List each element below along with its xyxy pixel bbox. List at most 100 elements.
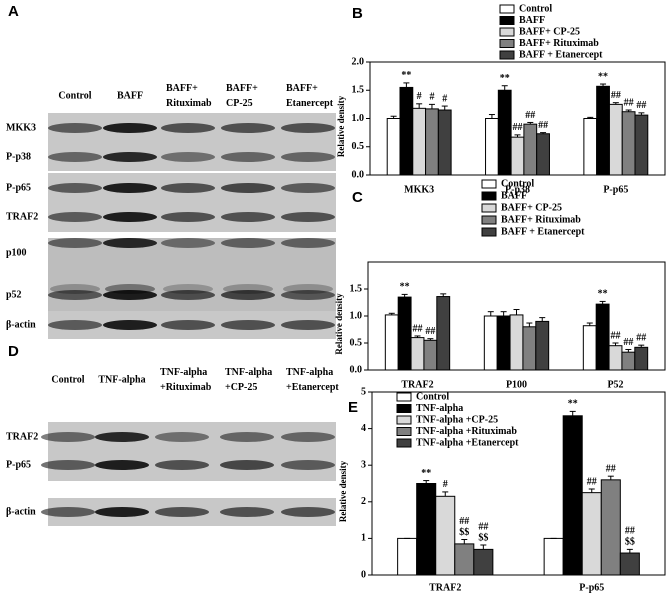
bar <box>412 107 427 176</box>
y-tick-label: 3 <box>361 459 366 470</box>
row-label: p100 <box>6 247 27 258</box>
legend-swatch <box>499 27 515 37</box>
bar <box>497 89 512 176</box>
x-tick-label: P100 <box>506 379 527 390</box>
legend-label: Control <box>416 391 449 402</box>
bar <box>522 326 537 371</box>
bar <box>454 543 475 576</box>
bar <box>509 314 524 371</box>
bar <box>543 537 564 576</box>
band <box>103 290 157 300</box>
x-tick-label: P52 <box>607 379 623 390</box>
band <box>103 152 157 162</box>
bar <box>483 315 498 371</box>
band <box>221 152 275 162</box>
band <box>281 212 335 222</box>
bar <box>621 111 636 176</box>
legend-label: BAFF+ CP-25 <box>501 202 562 213</box>
band <box>103 238 157 248</box>
lane-label: TNF-alpha <box>98 374 145 385</box>
band <box>221 123 275 133</box>
x-tick-label: TRAF2 <box>401 379 433 390</box>
lane-label: Rituximab <box>166 98 212 109</box>
row-label: P-p38 <box>6 151 31 162</box>
significance-label: ## <box>513 122 523 133</box>
y-tick-label: 5 <box>361 386 366 397</box>
row-label: β-actin <box>6 319 36 330</box>
bar <box>496 315 511 371</box>
legend-label: BAFF + Etanercept <box>501 226 585 237</box>
plot-frame <box>371 391 666 576</box>
significance-label: ## <box>636 100 646 111</box>
blot-box <box>48 238 336 312</box>
significance-label: $$ <box>625 537 635 548</box>
panel-label: E <box>348 399 358 416</box>
bar <box>634 346 649 371</box>
band <box>281 507 335 517</box>
band <box>155 432 209 442</box>
panel-label: B <box>352 5 363 22</box>
significance-label: ## <box>611 90 621 101</box>
band <box>48 152 102 162</box>
y-tick-label: 2 <box>361 496 366 507</box>
lane-label: Control <box>51 374 84 385</box>
y-tick-label: 0.5 <box>352 141 365 152</box>
bar <box>608 345 623 371</box>
bar <box>596 85 610 176</box>
panel-label: A <box>8 3 19 20</box>
bar <box>535 320 550 371</box>
band <box>221 183 275 193</box>
legend-swatch <box>499 16 515 25</box>
bar <box>397 537 418 576</box>
bar <box>536 133 550 176</box>
bar <box>562 415 583 576</box>
significance-label: ## <box>478 521 488 532</box>
row-label: β-actin <box>6 506 36 517</box>
legend-swatch <box>481 215 497 225</box>
significance-label: # <box>417 91 422 102</box>
significance-label: ## <box>611 330 621 341</box>
band <box>161 238 215 248</box>
lane-label: TNF-alpha <box>160 367 207 378</box>
bar <box>619 552 640 576</box>
lane-label: +Rituximab <box>160 382 212 393</box>
bar <box>582 325 597 371</box>
band <box>155 507 209 517</box>
band <box>220 507 274 517</box>
band <box>95 432 149 442</box>
band <box>155 460 209 470</box>
x-tick-label: P-p65 <box>579 582 604 593</box>
band <box>161 212 215 222</box>
lane-label: Control <box>58 90 91 101</box>
band <box>281 460 335 470</box>
legend-label: TNF-alpha +CP-25 <box>416 414 498 425</box>
band <box>281 123 335 133</box>
bar <box>423 339 438 371</box>
lane-label: CP-25 <box>226 98 253 109</box>
row-label: TRAF2 <box>6 431 38 442</box>
y-tick-label: 2.0 <box>352 56 365 67</box>
significance-label: ## <box>538 120 548 131</box>
x-tick-label: TRAF2 <box>429 582 461 593</box>
legend-label: TNF-alpha +Etanercept <box>416 437 519 448</box>
band <box>281 290 335 300</box>
lane-label: TNF-alpha <box>286 367 333 378</box>
significance-label: $$ <box>478 532 488 543</box>
bar <box>523 123 538 176</box>
legend-label: TNF-alpha +Rituximab <box>416 426 517 437</box>
band <box>221 212 275 222</box>
legend-swatch <box>481 191 497 201</box>
significance-label: # <box>442 93 447 104</box>
band <box>103 212 157 222</box>
y-tick-label: 0.5 <box>350 337 363 348</box>
legend-label: BAFF+ Rituximab <box>519 38 599 49</box>
band <box>161 183 215 193</box>
legend-swatch <box>481 179 497 189</box>
y-tick-label: 1.0 <box>350 310 363 321</box>
y-tick-label: 1 <box>361 533 366 544</box>
y-tick-label: 1.5 <box>352 85 365 96</box>
legend-label: BAFF <box>519 15 545 26</box>
legend-swatch <box>396 392 412 402</box>
significance-label: ** <box>568 399 578 410</box>
